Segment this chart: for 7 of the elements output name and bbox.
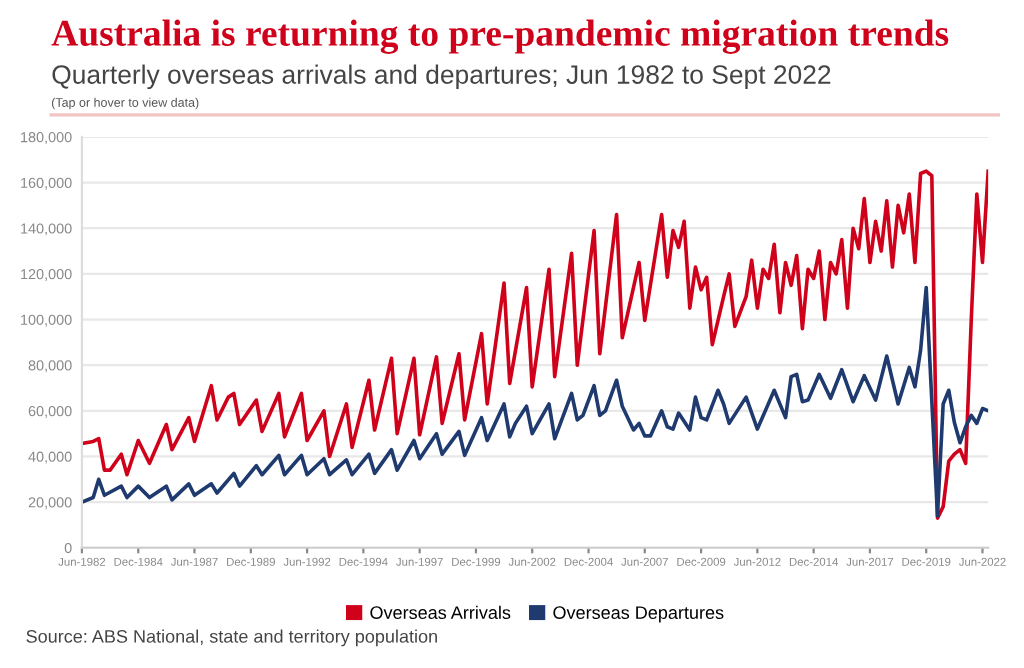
legend-label: Overseas Departures bbox=[553, 606, 724, 623]
legend-label: Overseas Arrivals bbox=[370, 605, 511, 619]
source-note: Source: ABS National, state and territory population bbox=[26, 629, 437, 647]
chart-subtitle: Quarterly overseas arrivals and departures; Jun 1982 to Sept 2022 bbox=[52, 64, 831, 90]
line-series bbox=[81, 169, 989, 520]
line-series bbox=[81, 285, 989, 518]
chart-title: Australia is returning to pre-pandemic migration trends bbox=[51, 19, 949, 54]
